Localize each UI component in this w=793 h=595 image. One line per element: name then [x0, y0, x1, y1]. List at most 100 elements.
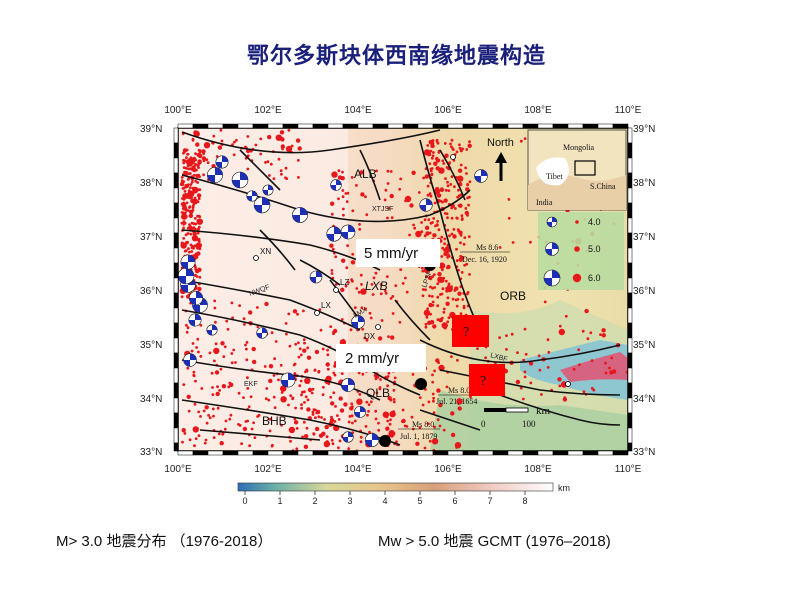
- earthquake-dot: [194, 379, 197, 383]
- earthquake-dot: [450, 175, 454, 179]
- earthquake-dot: [412, 172, 415, 175]
- earthquake-dot: [355, 184, 358, 187]
- earthquake-dot: [197, 166, 200, 170]
- earthquake-dot: [540, 393, 543, 396]
- earthquake-dot: [433, 201, 437, 205]
- earthquake-dot: [305, 369, 309, 373]
- earthquake-dot: [446, 216, 449, 220]
- earthquake-dot: [332, 330, 335, 334]
- earthquake-dot: [438, 364, 445, 372]
- earthquake-dot: [507, 198, 511, 201]
- earthquake-dot: [505, 348, 508, 351]
- earthquake-dot: [186, 152, 190, 156]
- earthquake-dot: [208, 351, 212, 355]
- earthquake-dot: [466, 183, 470, 187]
- earthquake-dot: [324, 424, 329, 430]
- focal-mechanism-icon: [340, 224, 356, 240]
- earthquake-dot: [431, 300, 435, 304]
- earthquake-dot: [422, 176, 425, 180]
- earthquake-dot: [340, 372, 344, 375]
- lat-label-right: 34°N: [633, 394, 655, 405]
- inset-label-mongolia: Mongolia: [563, 143, 595, 152]
- earthquake-dot: [246, 135, 250, 138]
- earthquake-dot: [341, 258, 346, 263]
- earthquake-dot: [357, 371, 361, 375]
- earthquake-dot: [456, 195, 459, 199]
- earthquake-dot: [456, 358, 459, 362]
- earthquake-dot: [465, 172, 468, 175]
- earthquake-dot: [211, 386, 214, 389]
- earthquake-dot: [288, 426, 296, 434]
- earthquake-dot: [227, 385, 231, 389]
- earthquake-dot: [191, 178, 194, 182]
- earthquake-dot: [289, 394, 293, 398]
- earthquake-dot: [457, 229, 460, 233]
- earthquake-dot: [453, 185, 456, 189]
- earthquake-dot: [197, 350, 200, 354]
- lon-label-top: 106°E: [434, 105, 462, 116]
- earthquake-dot: [351, 209, 355, 213]
- earthquake-dot: [460, 218, 464, 222]
- earthquake-dot: [564, 314, 568, 318]
- earthquake-dot: [467, 203, 470, 207]
- earthquake-dot: [440, 277, 443, 281]
- earthquake-dot: [231, 316, 235, 320]
- earthquake-dot: [431, 438, 439, 445]
- lon-label-bottom: 110°E: [615, 464, 642, 475]
- earthquake-dot: [310, 391, 314, 395]
- city-lx: LX: [314, 301, 331, 316]
- earthquake-dot: [243, 323, 246, 326]
- earthquake-dot: [341, 189, 345, 192]
- earthquake-dot: [311, 413, 315, 416]
- earthquake-dot: [432, 233, 437, 238]
- earthquake-dot: [294, 406, 297, 410]
- earthquake-dot: [467, 235, 471, 239]
- earthquake-dot: [327, 382, 331, 385]
- earthquake-dot: [445, 385, 449, 389]
- earthquake-dot: [426, 144, 430, 147]
- earthquake-dot: [441, 246, 445, 250]
- focal-mechanism-icon: [330, 179, 342, 191]
- earthquake-dot: [457, 168, 463, 173]
- earthquake-dot: [366, 413, 369, 417]
- caption-right: Mw > 5.0 地震 GCMT (1976–2018): [378, 533, 611, 550]
- earthquake-dot: [387, 335, 390, 338]
- earthquake-dot: [280, 423, 283, 427]
- earthquake-dot: [201, 149, 206, 154]
- earthquake-dot: [306, 355, 312, 360]
- magnitude-legend: 4.0 5.0 6.0: [538, 212, 624, 290]
- earthquake-dot: [333, 373, 337, 377]
- city-label-xn: XN: [260, 247, 271, 256]
- earthquake-dot: [325, 440, 329, 443]
- earthquake-dot: [454, 207, 457, 210]
- earthquake-dot: [460, 214, 464, 218]
- earthquake-dot: [432, 396, 435, 400]
- earthquake-dot: [433, 425, 436, 429]
- legend-label: 5.0: [588, 244, 601, 254]
- earthquake-dot: [198, 153, 203, 159]
- earthquake-dot: [340, 287, 345, 292]
- earthquake-dot: [462, 242, 466, 246]
- earthquake-dot: [443, 251, 448, 257]
- earthquake-dot: [359, 435, 363, 439]
- earthquake-dot: [521, 397, 525, 401]
- earthquake-dot: [427, 422, 430, 426]
- earthquake-dot: [193, 402, 197, 406]
- earthquake-dot: [455, 216, 459, 220]
- earthquake-dot: [268, 429, 272, 433]
- earthquake-dot: [421, 288, 425, 291]
- earthquake-dot: [193, 196, 197, 200]
- earthquake-dot: [339, 408, 345, 413]
- earthquake-dot: [430, 156, 434, 160]
- earthquake-dot: [457, 291, 462, 296]
- scale-bar-hundred: 100: [522, 419, 536, 429]
- earthquake-dot: [183, 432, 187, 435]
- earthquake-dot: [183, 150, 186, 154]
- earthquake-dot: [427, 400, 431, 404]
- focal-mechanism-icon: [178, 267, 195, 285]
- page-title: 鄂尔多斯块体西南缘地震构造: [246, 44, 546, 69]
- earthquake-dot: [320, 416, 323, 419]
- earthquake-dot: [353, 419, 357, 423]
- earthquake-dot: [417, 191, 421, 194]
- focal-mechanism-icon: [292, 207, 308, 223]
